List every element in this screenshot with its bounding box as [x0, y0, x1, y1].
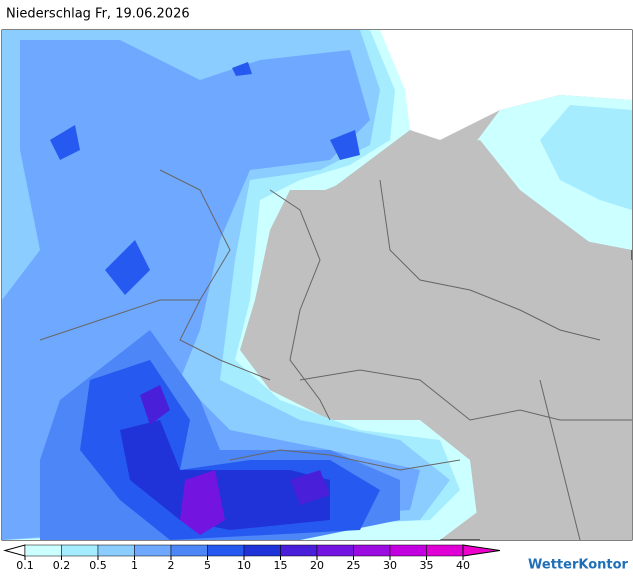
legend-swatch	[280, 544, 318, 557]
legend-swatch	[316, 544, 354, 557]
border	[539, 379, 581, 541]
legend-swatch	[97, 544, 135, 557]
legend-label: 0.1	[16, 559, 34, 572]
legend-swatch	[243, 544, 281, 557]
legend-swatch	[24, 544, 62, 557]
precip-field	[330, 130, 360, 160]
legend-swatch	[3, 544, 26, 557]
legend-label: 10	[237, 559, 251, 572]
legend-swatch	[353, 544, 391, 557]
precip-field	[140, 385, 170, 425]
precip-field	[105, 240, 150, 295]
dry-land	[260, 140, 632, 540]
legend-swatch	[170, 544, 208, 557]
legend-label: 0.5	[89, 559, 107, 572]
legend-label: 25	[347, 559, 361, 572]
map-title: Niederschlag Fr, 19.06.2026	[6, 7, 190, 22]
brand: WetterKontor	[528, 558, 629, 573]
legend-swatch	[462, 544, 501, 557]
legend-label: 20	[310, 559, 324, 572]
legend-label: 5	[204, 559, 211, 572]
legend: 0.1 0.2 0.5 1 2 5 10 15 20 25 30 35 40	[3, 544, 501, 572]
sea	[380, 30, 632, 140]
legend-swatch	[426, 544, 464, 557]
border	[299, 369, 632, 421]
legend-label: 0.2	[53, 559, 71, 572]
border	[39, 299, 200, 341]
legend-swatch	[207, 544, 245, 557]
border	[379, 179, 601, 341]
precip-field	[290, 470, 330, 505]
legend-label: 1	[131, 559, 138, 572]
legend-label: 2	[168, 559, 175, 572]
precip-field	[180, 470, 225, 535]
legend-label: 35	[420, 559, 434, 572]
precip-field	[120, 420, 330, 530]
border	[269, 189, 331, 421]
legend-label: 15	[274, 559, 288, 572]
legend-label: 30	[383, 559, 397, 572]
legend-swatch	[61, 544, 99, 557]
map	[1, 29, 633, 541]
legend-label: 40	[456, 559, 470, 572]
legend-swatch	[134, 544, 172, 557]
precip-field	[232, 62, 252, 76]
legend-swatch	[389, 544, 427, 557]
precip-field	[50, 125, 80, 160]
border	[229, 449, 461, 471]
precip-field	[540, 105, 632, 210]
